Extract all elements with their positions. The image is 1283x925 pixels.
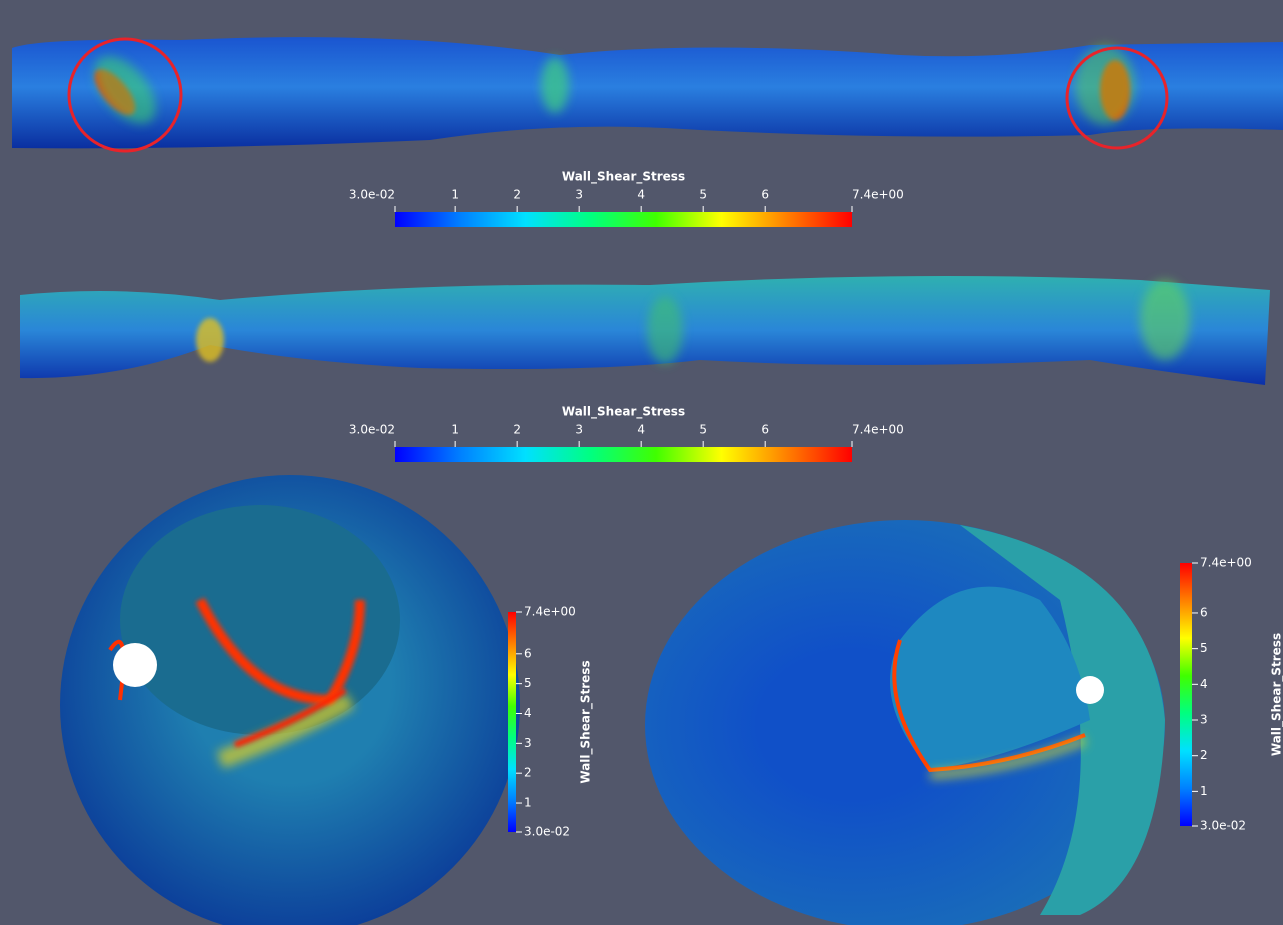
scene: 3.0e-021234567.4e+00Wall_Shear_Stress3.0… [0, 0, 1283, 925]
tick-label: 3.0e-02 [524, 825, 570, 839]
tick-label: 7.4e+00 [524, 605, 576, 619]
tick-label: 7.4e+00 [1200, 556, 1252, 570]
colorbar-title: Wall_Shear_Stress [1270, 633, 1283, 756]
tick-label: 7.4e+00 [852, 188, 904, 202]
tick-label: 6 [1200, 605, 1208, 619]
colorbar: 3.0e-02 1 2 3 4 5 6 7.4e+00 Wall_Shear_Stress [1180, 556, 1283, 833]
tick-label: 5 [524, 676, 532, 690]
tick-label: 1 [451, 188, 459, 202]
colorbar: 3.0e-02 1 2 3 4 5 6 7.4e+00 Wall_Shear_Stress [508, 605, 594, 839]
tick-label: 2 [1200, 748, 1208, 762]
tick-label: 3.0e-02 [1200, 819, 1246, 833]
tick-label: 6 [761, 423, 769, 437]
vessel-lumen-right [645, 520, 1165, 925]
tick-label: 2 [513, 188, 521, 202]
tick-label: 6 [761, 188, 769, 202]
tick-label: 2 [513, 423, 521, 437]
colorbar-title: Wall_Shear_Stress [562, 170, 685, 185]
tick-label: 4 [524, 706, 532, 720]
tick-label: 3 [1200, 713, 1208, 727]
tick-label: 4 [637, 423, 645, 437]
tick-label: 1 [451, 423, 459, 437]
tick-label: 2 [524, 766, 532, 780]
tick-label: 6 [524, 646, 532, 660]
tick-label: 3.0e-02 [349, 423, 395, 437]
colorbar-gradient [508, 612, 516, 832]
tick-label: 3 [524, 736, 532, 750]
colorbar-title: Wall_Shear_Stress [562, 405, 685, 420]
colorbar-gradient [1180, 563, 1192, 826]
colorbar: 3.0e-02 1 2 3 4 5 6 7.4e+00 Wall_Shear_Stress [349, 170, 904, 228]
colorbar-gradient [395, 447, 852, 462]
tick-label: 4 [637, 188, 645, 202]
vessel-lumen-left [60, 475, 520, 925]
tick-label: 5 [1200, 641, 1208, 655]
colorbar-title: Wall_Shear_Stress [579, 660, 594, 783]
tick-label: 3 [575, 423, 583, 437]
tick-label: 7.4e+00 [852, 423, 904, 437]
colorbar: 3.0e-02 1 2 3 4 5 6 7.4e+00 Wall_Shear_Stress [349, 405, 904, 463]
vessel-middle [20, 276, 1270, 385]
tick-label: 4 [1200, 677, 1208, 691]
page: {"colormap": ["#0000ff", "#0080ff", "#00… [0, 0, 1283, 925]
tick-label: 5 [699, 188, 707, 202]
tick-label: 1 [1200, 784, 1208, 798]
colorbar-gradient [395, 212, 852, 227]
vessel-top [12, 37, 1283, 151]
tick-label: 5 [699, 423, 707, 437]
tick-label: 3 [575, 188, 583, 202]
tick-label: 3.0e-02 [349, 188, 395, 202]
tick-label: 1 [524, 796, 532, 810]
